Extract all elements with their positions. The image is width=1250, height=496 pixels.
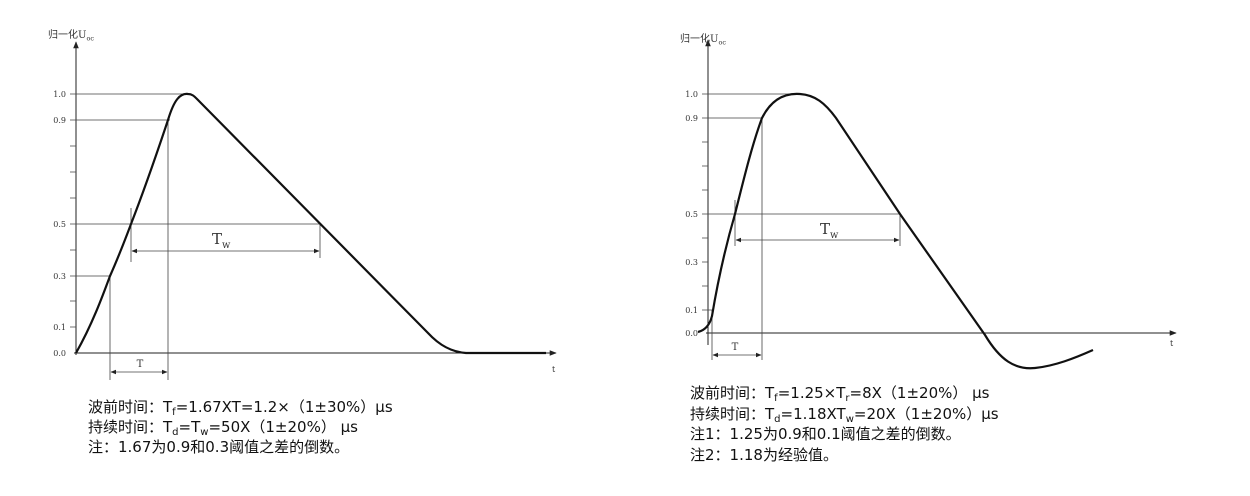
note-line: 持续时间：Td=1.18XTw=20X（1±20%）μs bbox=[690, 405, 999, 425]
note-text: =8X（1±20%） μs bbox=[850, 384, 990, 402]
y-tick-label: 1.0 bbox=[685, 90, 698, 99]
note-line: 持续时间：Td=Tw=50X（1±20%） μs bbox=[88, 418, 358, 438]
x-axis-label: t bbox=[552, 365, 556, 374]
note-text: 波前时间：T bbox=[690, 384, 775, 402]
subscript: w bbox=[846, 414, 854, 425]
y-axis-label-sub: oc bbox=[86, 35, 94, 43]
note-text: 注2：1.18为经验值。 bbox=[690, 446, 838, 464]
tick-marks bbox=[702, 93, 708, 311]
note-text: =50X（1±20%） μs bbox=[208, 418, 358, 436]
subscript: d bbox=[774, 414, 780, 425]
right-panel bbox=[697, 39, 1177, 370]
note-text: 持续时间：T bbox=[690, 405, 775, 423]
tw-label-sub: w bbox=[830, 230, 839, 241]
guide-lines bbox=[708, 93, 901, 360]
y-axis-label: 归一化Uoc bbox=[680, 32, 726, 47]
y-tick-label: 0.1 bbox=[685, 306, 698, 315]
note-text: 注1：1.25为0.9和0.1阈值之差的倒数。 bbox=[690, 425, 961, 443]
note-text: =20X（1±20%）μs bbox=[854, 405, 999, 423]
tw-label: Tw bbox=[820, 220, 839, 241]
t-label: T bbox=[732, 342, 739, 353]
note-text: 持续时间：T bbox=[88, 418, 173, 436]
subscript: f bbox=[774, 393, 778, 404]
tick-marks bbox=[70, 93, 76, 328]
note-text: 注：1.67为0.9和0.3阈值之差的倒数。 bbox=[88, 438, 349, 456]
y-axis-label-main: 归一化U bbox=[680, 32, 718, 45]
y-tick-label: 0.0 bbox=[685, 329, 698, 338]
y-tick-label: 0.9 bbox=[53, 116, 66, 125]
note-line: 注2：1.18为经验值。 bbox=[690, 446, 838, 464]
note-text: =1.25×T bbox=[778, 384, 847, 402]
t-label: T bbox=[137, 359, 144, 370]
y-tick-label: 0.3 bbox=[53, 272, 66, 281]
note-text: =1.67XT=1.2×（1±30%）μs bbox=[176, 398, 393, 416]
note-line: 注：1.67为0.9和0.3阈值之差的倒数。 bbox=[88, 438, 349, 456]
subscript: f bbox=[172, 407, 176, 418]
y-tick-label: 0.9 bbox=[685, 114, 698, 123]
y-axis-label-sub: oc bbox=[718, 39, 726, 47]
tw-label-sub: w bbox=[222, 240, 231, 251]
y-axis-label: 归一化Uoc bbox=[48, 28, 94, 43]
y-tick-label: 1.0 bbox=[53, 90, 66, 99]
note-line: 注1：1.25为0.9和0.1阈值之差的倒数。 bbox=[690, 425, 961, 443]
subscript: d bbox=[172, 427, 178, 438]
guide-lines bbox=[76, 93, 321, 380]
x-axis-label: t bbox=[1170, 339, 1174, 348]
tw-label-main: T bbox=[212, 230, 222, 248]
tw-label-main: T bbox=[820, 220, 830, 238]
subscript: w bbox=[200, 427, 208, 438]
y-tick-label: 0.3 bbox=[685, 258, 698, 267]
y-tick-label: 0.5 bbox=[685, 210, 698, 219]
note-text: 波前时间：T bbox=[88, 398, 173, 416]
tw-label: Tw bbox=[212, 230, 231, 251]
waveform bbox=[75, 92, 546, 355]
y-axis-label-main: 归一化U bbox=[48, 28, 86, 41]
y-tick-label: 0.1 bbox=[53, 323, 66, 332]
left-panel bbox=[70, 41, 557, 380]
subscript: r bbox=[845, 393, 850, 404]
y-tick-label: 0.5 bbox=[53, 220, 66, 229]
note-text: =1.18XT bbox=[781, 405, 847, 423]
note-line: 波前时间：Tf=1.25×Tr=8X（1±20%） μs bbox=[690, 384, 990, 404]
y-tick-label: 0.0 bbox=[53, 349, 66, 358]
waveform bbox=[697, 92, 1094, 370]
note-text: =T bbox=[179, 418, 202, 436]
note-line: 波前时间：Tf=1.67XT=1.2×（1±30%）μs bbox=[88, 398, 393, 418]
